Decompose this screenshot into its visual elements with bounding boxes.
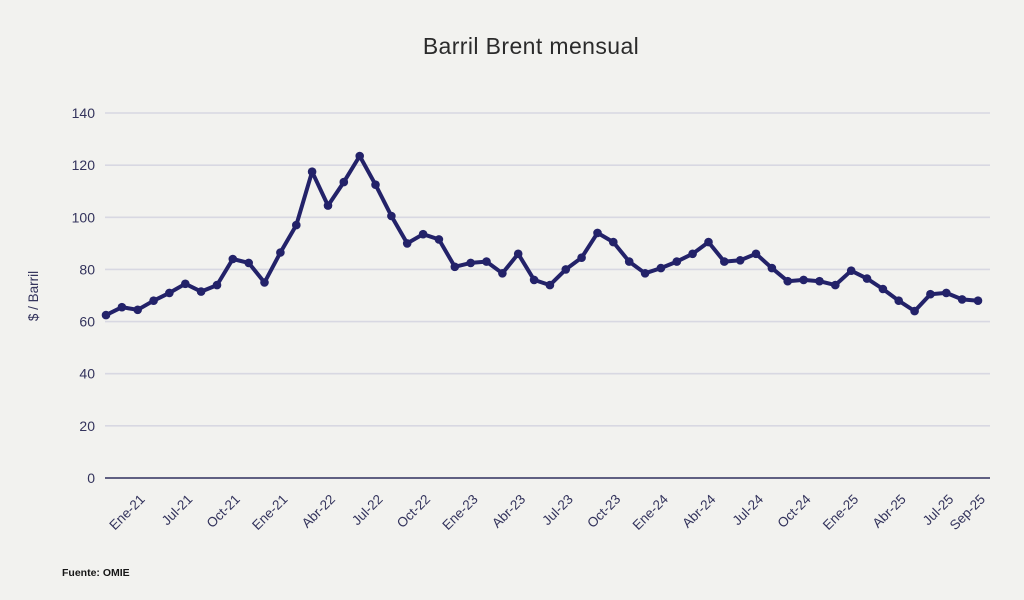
source-note: Fuente: OMIE — [62, 567, 130, 579]
y-tick-label: 140 — [72, 105, 96, 121]
x-tick-label: Ene-24 — [630, 491, 672, 533]
data-point — [609, 237, 618, 247]
data-point — [529, 275, 539, 285]
data-point — [894, 296, 903, 306]
data-point — [418, 229, 428, 239]
data-point — [228, 254, 238, 264]
x-axis-labels: Ene-21 Jul-21 Oct-21 Ene-21 Abr-22 Jul-22 Oct-… — [106, 491, 988, 533]
x-tick-label: Abr-24 — [679, 491, 719, 531]
data-point — [117, 302, 127, 312]
data-point — [957, 295, 967, 304]
data-point — [720, 257, 729, 266]
y-tick-label: 20 — [79, 418, 95, 434]
data-point — [973, 296, 983, 306]
data-point — [149, 296, 158, 306]
data-point — [371, 180, 380, 189]
page-title: Barril Brent mensual — [422, 33, 640, 59]
x-tick-label: Oct-24 — [774, 491, 814, 531]
data-point — [688, 249, 697, 259]
data-point — [513, 249, 523, 259]
data-point — [165, 288, 174, 298]
x-tick-label: Abr-23 — [489, 492, 528, 531]
data-point — [577, 253, 586, 262]
data-point — [260, 278, 269, 287]
data-point — [672, 257, 682, 266]
y-axis-title: $ / Barril — [26, 270, 41, 322]
data-point — [783, 276, 792, 286]
data-point — [323, 201, 333, 210]
data-point — [624, 257, 634, 266]
data-points — [101, 151, 983, 320]
data-point — [133, 305, 142, 315]
x-tick-label: Jul-23 — [539, 492, 576, 529]
data-point — [387, 211, 396, 221]
grid-lines — [105, 112, 990, 427]
data-point — [244, 258, 253, 268]
data-point — [276, 248, 285, 257]
data-point — [862, 274, 872, 283]
y-tick-label: 100 — [72, 209, 96, 225]
x-tick-label: Jul-22 — [349, 492, 386, 529]
data-point — [593, 228, 602, 238]
y-axis-labels: 0 20 40 60 80 100 120 140 — [72, 105, 96, 486]
y-tick-label: 80 — [79, 261, 95, 277]
x-tick-label: Jul-21 — [159, 492, 196, 529]
data-point — [101, 310, 111, 320]
data-point — [704, 237, 713, 247]
data-point — [942, 288, 951, 298]
data-point — [846, 266, 856, 276]
data-point — [355, 151, 365, 161]
data-point — [482, 257, 491, 266]
data-point — [339, 177, 349, 187]
x-tick-label: Sep-25 — [947, 492, 988, 533]
data-point — [910, 306, 919, 316]
x-tick-label: Ene-21 — [249, 492, 290, 533]
data-point — [196, 287, 206, 296]
y-tick-label: 120 — [72, 157, 96, 173]
y-tick-label: 0 — [87, 470, 95, 486]
data-point — [307, 167, 317, 176]
data-point — [640, 269, 650, 278]
x-tick-label: Oct-22 — [394, 492, 433, 531]
data-point — [831, 280, 840, 290]
data-point — [292, 220, 301, 230]
data-point — [561, 265, 571, 274]
x-tick-label: Ene-25 — [820, 492, 861, 533]
data-point — [751, 249, 761, 259]
data-point — [815, 276, 824, 286]
data-point — [498, 269, 507, 278]
data-point — [402, 239, 412, 248]
x-tick-label: Ene-23 — [439, 492, 480, 533]
data-point — [450, 262, 460, 272]
data-point — [926, 289, 935, 299]
x-tick-label: Jul-24 — [730, 491, 767, 528]
data-point — [799, 275, 808, 285]
y-tick-label: 60 — [79, 314, 95, 330]
data-point — [212, 280, 222, 290]
data-point — [181, 279, 190, 289]
x-tick-label: Oct-21 — [204, 492, 243, 531]
x-tick-label: Abr-25 — [870, 492, 909, 531]
x-tick-label: Oct-23 — [584, 492, 623, 531]
data-point — [767, 263, 777, 273]
data-line — [104, 154, 980, 318]
data-point — [545, 280, 555, 290]
data-point — [466, 258, 476, 268]
data-point — [656, 263, 666, 273]
data-point — [434, 235, 444, 244]
x-tick-label: Abr-22 — [299, 492, 338, 531]
data-point — [735, 255, 745, 265]
data-point — [878, 284, 888, 294]
y-tick-label: 40 — [79, 366, 95, 382]
x-tick-label: Ene-21 — [106, 492, 147, 533]
